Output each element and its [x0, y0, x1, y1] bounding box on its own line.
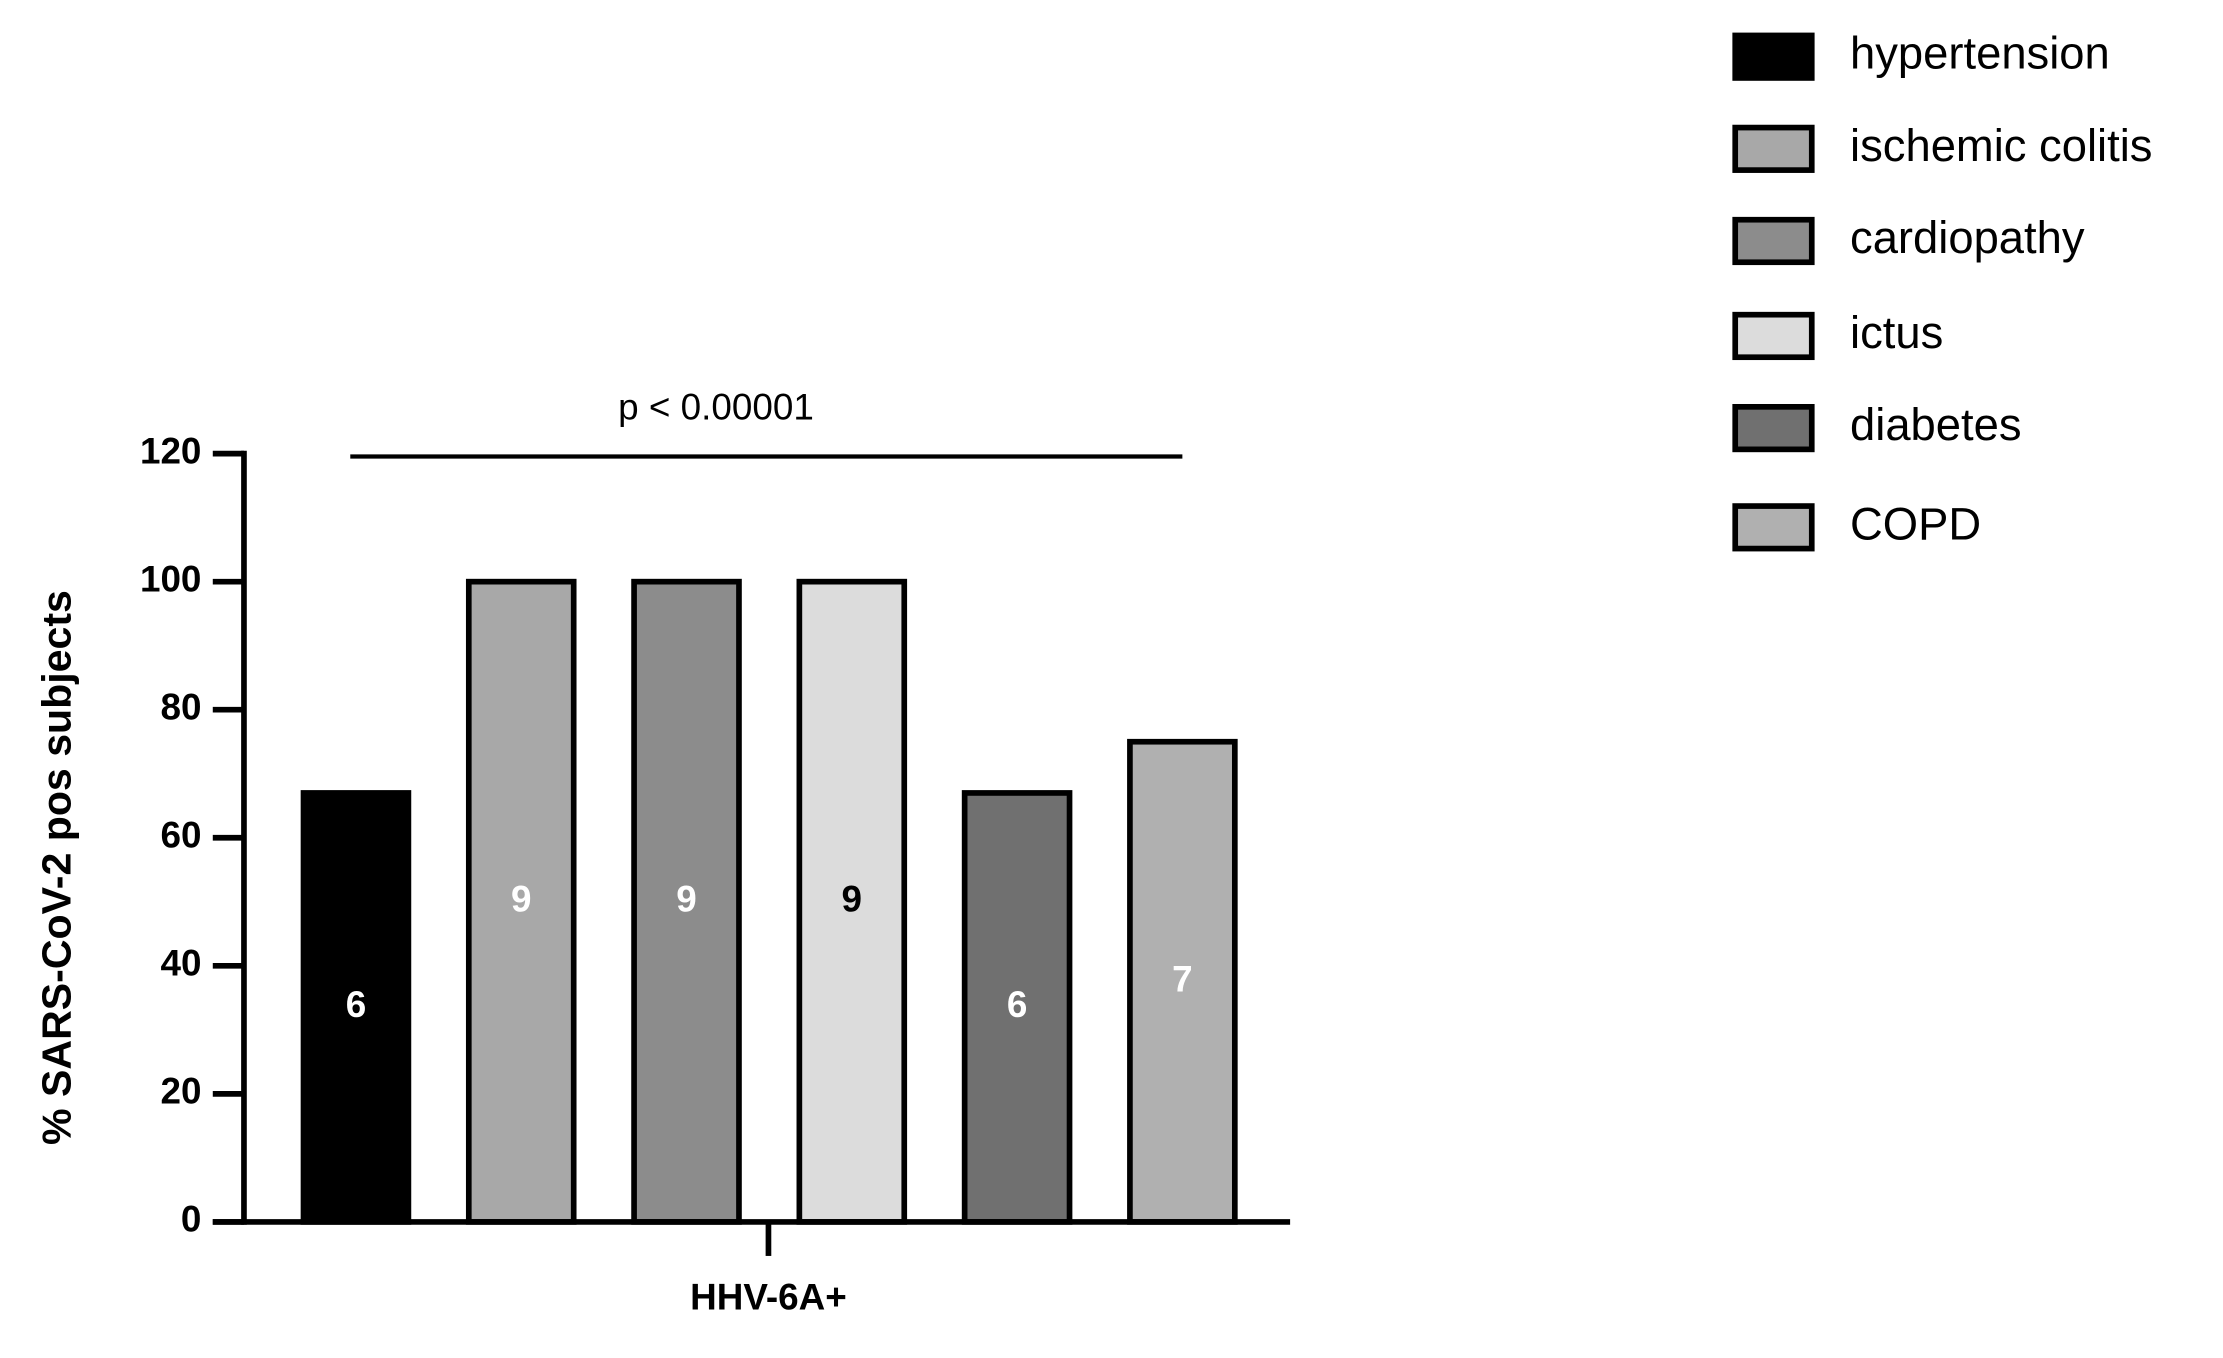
- legend-swatch: [1732, 216, 1815, 266]
- y-tick-label: 0: [181, 1199, 202, 1240]
- legend-label: ischemic colitis: [1850, 120, 2152, 171]
- y-tick-label: 40: [160, 943, 201, 984]
- legend-label: ictus: [1850, 307, 1943, 358]
- legend-swatch: [1732, 403, 1815, 453]
- count-label: 7: [1172, 959, 1193, 1000]
- legend-swatch: [1732, 124, 1815, 173]
- legend-label: hypertension: [1850, 28, 2110, 79]
- legend-swatch: [1732, 311, 1815, 361]
- y-tick-label: 20: [160, 1071, 201, 1112]
- legend-swatch: [1732, 32, 1815, 81]
- y-tick-label: 100: [140, 558, 201, 599]
- y-tick-label: 60: [160, 814, 201, 855]
- significance-label: p < 0.00001: [618, 386, 814, 427]
- count-label: 6: [346, 984, 367, 1025]
- legend-label: cardiopathy: [1850, 212, 2085, 263]
- count-label: 6: [1007, 984, 1028, 1025]
- bar: [300, 790, 412, 1225]
- legend-swatch: [1732, 503, 1815, 552]
- count-label: 9: [842, 879, 863, 920]
- y-tick-label: 80: [160, 686, 201, 727]
- count-label: 9: [676, 879, 697, 920]
- count-label: 9: [511, 879, 531, 920]
- y-axis-label: % SARS-CoV-2 pos subjects: [34, 590, 80, 1145]
- x-tick-label: HHV-6A+: [690, 1277, 847, 1318]
- legend-label: COPD: [1850, 498, 1981, 549]
- legend-label: diabetes: [1850, 399, 2022, 450]
- y-tick-label: 120: [140, 430, 201, 471]
